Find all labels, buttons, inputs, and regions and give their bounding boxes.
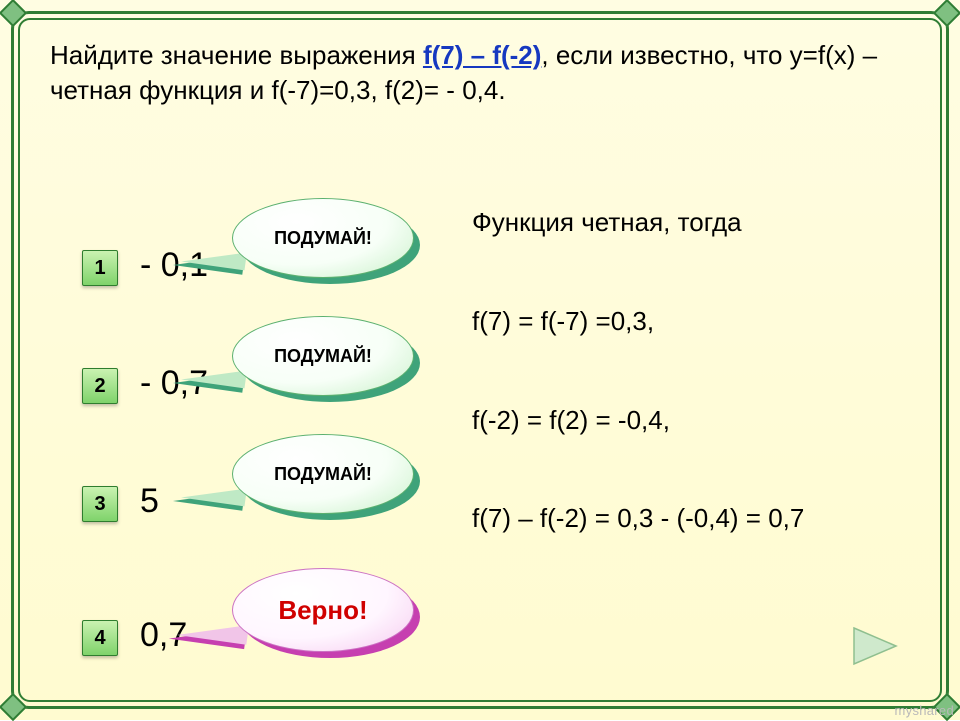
option-button-4[interactable]: 4 [82, 620, 118, 656]
option-number: 4 [94, 627, 105, 649]
explanation-line: f(7) – f(-2) = 0,3 - (-0,4) = 0,7 [472, 494, 898, 543]
feedback-bubble-correct: Верно! [232, 568, 412, 650]
next-button[interactable] [848, 622, 902, 670]
feedback-bubble-2: ПОДУМАЙ! [232, 316, 412, 394]
feedback-text: ПОДУМАЙ! [274, 228, 372, 249]
question-text: Найдите значение выражения f(7) – f(-2),… [50, 38, 910, 108]
content-area: Найдите значение выражения f(7) – f(-2),… [32, 28, 928, 692]
option-value-3: 5 [140, 482, 159, 521]
feedback-bubble-1: ПОДУМАЙ! [232, 198, 412, 276]
explanation-line: Функция четная, тогда [472, 198, 898, 247]
question-pre: Найдите значение выражения [50, 40, 423, 70]
question-highlight: f(7) – f(-2) [423, 40, 541, 70]
option-button-3[interactable]: 3 [82, 486, 118, 522]
option-number: 2 [94, 375, 105, 397]
feedback-text: ПОДУМАЙ! [274, 464, 372, 485]
option-button-2[interactable]: 2 [82, 368, 118, 404]
feedback-text: ПОДУМАЙ! [274, 346, 372, 367]
option-button-1[interactable]: 1 [82, 250, 118, 286]
explanation-block: Функция четная, тогда f(7) = f(-7) =0,3,… [472, 198, 898, 544]
feedback-bubble-3: ПОДУМАЙ! [232, 434, 412, 512]
feedback-text-correct: Верно! [278, 595, 367, 626]
option-number: 1 [94, 257, 105, 279]
explanation-line: f(7) = f(-7) =0,3, [472, 297, 898, 346]
arrow-right-icon [848, 622, 902, 670]
explanation-line: f(-2) = f(2) = -0,4, [472, 396, 898, 445]
slide-stage: Найдите значение выражения f(7) – f(-2),… [0, 0, 960, 720]
option-number: 3 [94, 493, 105, 515]
watermark-credit: myshared [895, 703, 954, 718]
